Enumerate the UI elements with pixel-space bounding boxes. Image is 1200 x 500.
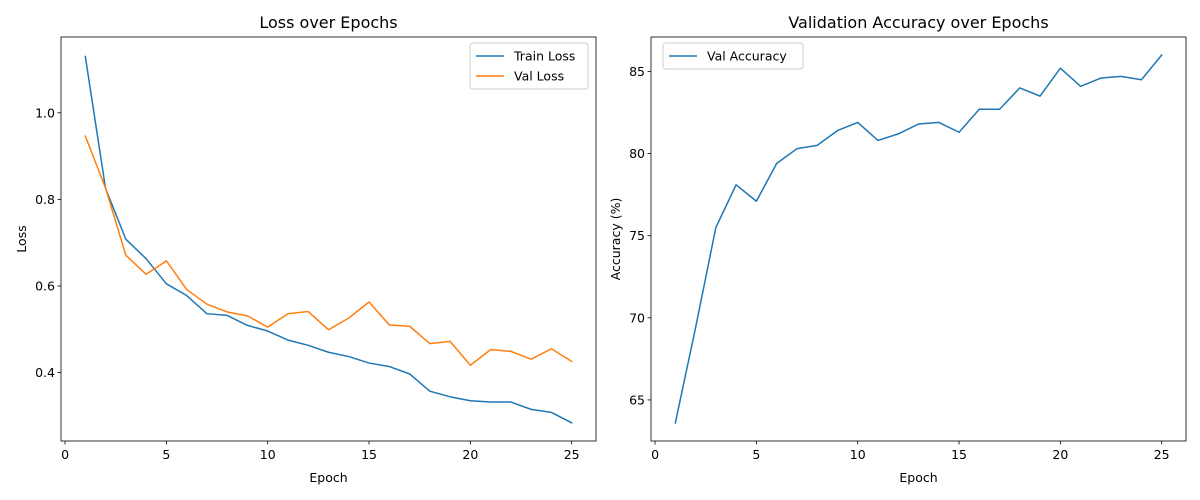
series-line-val-loss [84,135,573,366]
chart-panel-2: Validation Accuracy over Epochs 0 5 10 15 20 2… [608,13,1187,485]
legend-entry: Train Loss [513,49,575,64]
y-tick-label: 0.4 [35,365,55,380]
plot-frame [60,36,597,442]
x-axis-label: Epoch [899,470,937,485]
x-tick-label: 15 [951,447,967,462]
y-tick-label: 0.8 [35,192,55,207]
legend: Val Accuracy [662,42,804,70]
y-tick-label: 75 [629,228,645,243]
x-tick-label: 0 [61,447,69,462]
legend-entry: Val Accuracy [707,49,787,64]
y-axis-label: Accuracy (%) [608,198,623,281]
series-line-train-loss [84,55,573,424]
y-tick-label: 70 [629,310,645,325]
legend-entry: Val Loss [514,69,564,84]
x-tick-label: 15 [361,447,377,462]
y-tick-label: 80 [629,146,645,161]
x-tick-label: 10 [260,447,276,462]
chart-title: Validation Accuracy over Epochs [788,13,1048,32]
series-line-val-accuracy [674,54,1163,424]
legend: Train Loss Val Loss [469,42,589,90]
chart-panel-1: Loss over Epochs 0 5 10 15 20 25 0.4 0.6 0.8 1.0 Ep… [14,13,597,485]
x-tick-label: 5 [752,447,760,462]
legend-box [469,42,589,90]
y-tick-label: 65 [629,392,645,407]
legend-box [662,42,804,70]
x-tick-label: 0 [651,447,659,462]
x-tick-label: 25 [1154,447,1170,462]
x-tick-label: 20 [462,447,478,462]
y-tick-label: 1.0 [35,105,55,120]
y-tick-label: 85 [629,64,645,79]
chart-title: Loss over Epochs [259,13,397,32]
x-tick-label: 25 [564,447,580,462]
x-tick-label: 5 [162,447,170,462]
y-tick-label: 0.6 [35,278,55,293]
plot-frame [650,36,1187,442]
x-tick-label: 10 [850,447,866,462]
x-tick-label: 20 [1052,447,1068,462]
x-axis-label: Epoch [309,470,347,485]
y-axis-label: Loss [14,225,29,252]
